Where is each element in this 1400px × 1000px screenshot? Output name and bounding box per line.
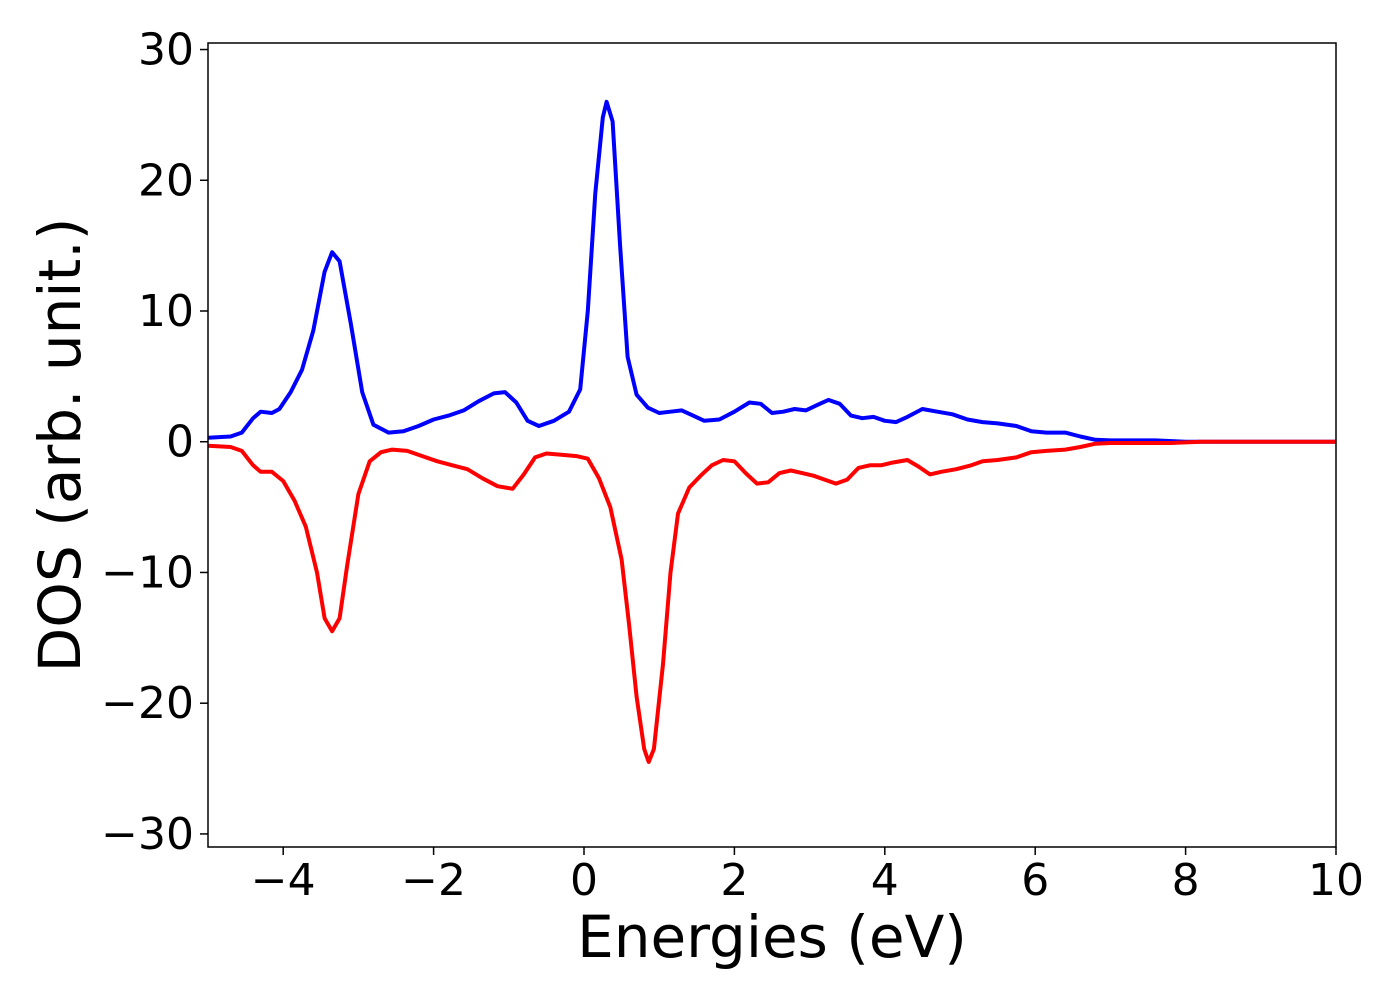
y-tick-label: 30 <box>138 25 194 76</box>
x-tick-label: 6 <box>1021 855 1049 906</box>
y-tick-label: −30 <box>101 809 194 860</box>
series-line-2 <box>208 439 1336 764</box>
x-tick-label: 10 <box>1308 855 1364 906</box>
series-line-1 <box>208 99 1336 444</box>
y-tick-label: −10 <box>101 547 194 598</box>
y-axis-label: DOS (arb. unit.) <box>26 218 94 673</box>
y-tick-label: 0 <box>166 417 194 468</box>
y-tick-label: −20 <box>101 678 194 729</box>
plot-area <box>208 99 1336 764</box>
x-tick-label: 2 <box>720 855 748 906</box>
x-axis-label: Energies (eV) <box>577 903 967 971</box>
x-axis: −4 −2 0 2 4 6 8 10 <box>251 847 1364 906</box>
x-tick-label: −2 <box>401 855 466 906</box>
x-tick-label: 4 <box>871 855 899 906</box>
y-tick-label: 20 <box>138 155 194 206</box>
y-tick-label: 10 <box>138 286 194 337</box>
x-tick-label: 0 <box>570 855 598 906</box>
y-axis: −30 −20 −10 0 10 20 30 <box>101 25 208 860</box>
x-tick-label: 8 <box>1172 855 1200 906</box>
plot-frame <box>207 42 1337 848</box>
x-tick-label: −4 <box>251 855 316 906</box>
